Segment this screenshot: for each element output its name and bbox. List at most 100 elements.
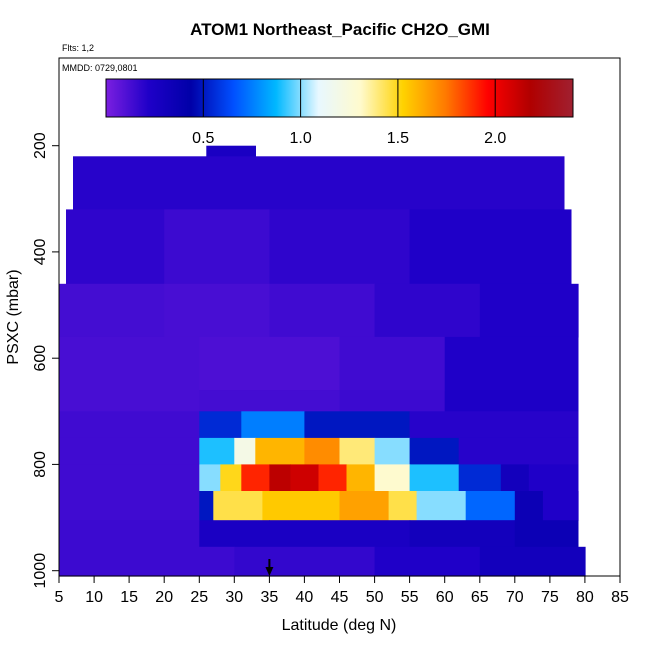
- heatmap-cell: [458, 464, 502, 492]
- colorbar: 0.5 1.0 1.5 2.0: [105, 78, 574, 147]
- heatmap-cell: [458, 437, 579, 466]
- heatmap-cell: [199, 336, 341, 391]
- heatmap-cell: [234, 546, 376, 577]
- y-tick-label: 200: [32, 132, 49, 159]
- x-tick-label: 70: [506, 589, 524, 606]
- heatmap-cell: [374, 283, 481, 338]
- colorbar-tick-label: 1.0: [289, 130, 311, 147]
- y-axis-label: PSXC (mbar): [5, 269, 22, 364]
- heatmap-cell: [479, 546, 586, 577]
- heatmap-cell: [241, 464, 270, 492]
- y-tick-label: 400: [32, 238, 49, 265]
- heatmap-cell: [59, 437, 200, 466]
- heatmap-cell: [318, 464, 348, 492]
- x-tick-label: 85: [611, 589, 629, 606]
- heatmap-cell: [409, 464, 460, 492]
- x-tick-label: 20: [155, 589, 173, 606]
- heatmap-cell: [59, 546, 235, 577]
- x-tick-label: 50: [366, 589, 384, 606]
- heatmap-cell: [199, 437, 235, 466]
- heatmap-cell: [479, 283, 579, 338]
- heatmap-cell: [213, 491, 263, 521]
- x-tick-label: 25: [190, 589, 208, 606]
- heatmap-cell: [514, 491, 544, 521]
- x-axis: 5 10 15 20 25 30 35 40 45 50 55 60 65 70 75 80 85: [55, 576, 629, 606]
- chart-title: ATOM1 Northeast_Pacific CH2O_GMI: [190, 20, 490, 39]
- latitude-marker-arrow: [265, 559, 274, 576]
- heatmap-cell: [290, 464, 320, 492]
- heatmap-cell: [304, 437, 341, 466]
- heatmap-cell: [59, 336, 200, 391]
- heatmap-cell: [444, 390, 579, 412]
- heatmap-cell: [339, 437, 376, 466]
- heatmap-cell: [444, 336, 579, 391]
- heatmap-cell: [528, 464, 579, 492]
- heatmap-cell: [66, 209, 165, 285]
- heatmap-cell: [59, 411, 200, 439]
- heatmap-cell: [73, 156, 565, 210]
- heatmap-cell: [542, 491, 579, 521]
- heatmap-cell: [164, 209, 270, 285]
- heatmap-cell: [199, 520, 270, 548]
- colorbar-tick-label: 0.5: [192, 130, 214, 147]
- x-tick-label: 80: [576, 589, 594, 606]
- heatmap-cell: [409, 437, 460, 466]
- heatmap-cell: [409, 411, 579, 439]
- heatmap-cell: [465, 491, 516, 521]
- heatmap-cell: [255, 437, 305, 466]
- heatmap-cell: [269, 209, 411, 285]
- heatmap-cell: [304, 411, 411, 439]
- x-tick-label: 60: [436, 589, 454, 606]
- heatmap-cell: [220, 464, 242, 492]
- heatmap-cells: [59, 145, 586, 577]
- y-tick-label: 600: [32, 345, 49, 372]
- y-axis: 200 400 600 800 1000: [32, 132, 59, 588]
- x-tick-label: 30: [225, 589, 243, 606]
- x-tick-label: 5: [55, 589, 64, 606]
- colorbar-tick-label: 2.0: [484, 130, 506, 147]
- heatmap-cell: [339, 390, 446, 412]
- heatmap-cell: [409, 209, 572, 285]
- x-tick-label: 75: [541, 589, 559, 606]
- heatmap-cell: [59, 390, 200, 412]
- heatmap-cell: [59, 520, 200, 548]
- date-label: MMDD: 0729,0801: [62, 63, 138, 73]
- heatmap-cell: [164, 283, 270, 338]
- x-tick-label: 65: [471, 589, 489, 606]
- heatmap-cell: [199, 491, 214, 521]
- y-tick-label: 800: [32, 451, 49, 478]
- x-tick-label: 55: [401, 589, 419, 606]
- heatmap-cell: [234, 437, 256, 466]
- x-axis-label: Latitude (deg N): [282, 617, 397, 634]
- colorbar-tick-label: 1.5: [387, 130, 409, 147]
- heatmap-cell: [388, 491, 418, 521]
- heatmap-cell: [339, 491, 390, 521]
- flights-label: Flts: 1,2: [62, 43, 94, 53]
- heatmap-cell: [409, 520, 516, 548]
- heatmap-cell: [339, 336, 446, 391]
- heatmap-cell: [374, 464, 411, 492]
- heatmap-cell: [262, 491, 341, 521]
- heatmap-cell: [199, 411, 242, 439]
- heatmap-cell: [374, 546, 481, 577]
- heatmap-cell: [59, 283, 165, 338]
- heatmap-cell: [514, 520, 579, 548]
- heatmap-cell: [241, 411, 305, 439]
- heatmap-cell: [269, 283, 376, 338]
- heatmap-cell: [269, 464, 291, 492]
- heatmap-cell: [199, 390, 341, 412]
- heatmap-cell: [59, 464, 200, 492]
- heatmap-cell: [374, 437, 411, 466]
- x-tick-label: 10: [85, 589, 103, 606]
- x-tick-label: 45: [331, 589, 349, 606]
- heatmap-cell: [199, 464, 221, 492]
- y-tick-label: 1000: [32, 553, 49, 589]
- x-tick-label: 35: [261, 589, 279, 606]
- colorbar-ticks: 0.5 1.0 1.5 2.0: [192, 79, 506, 147]
- colorbar-gradient: [105, 78, 574, 118]
- heatmap-cell: [269, 520, 411, 548]
- heatmap-cell: [59, 491, 200, 521]
- x-tick-label: 15: [120, 589, 138, 606]
- heatmap-cell: [500, 464, 530, 492]
